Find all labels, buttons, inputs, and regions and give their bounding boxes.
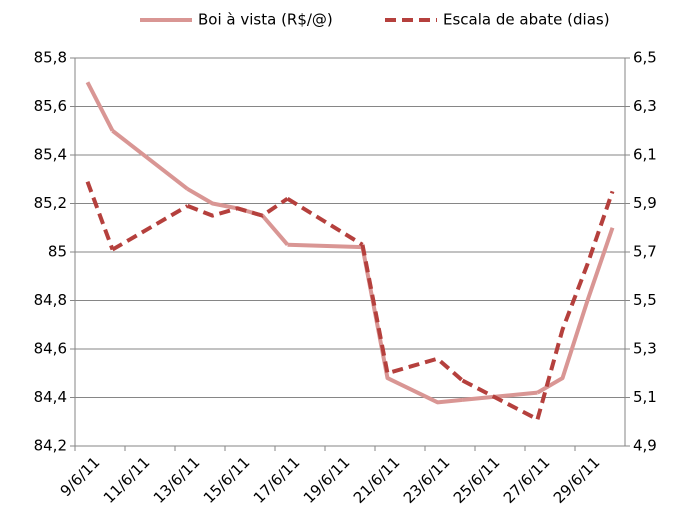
series-line (360, 244, 464, 383)
y-tick-label: 84,8 (34, 291, 67, 309)
x-tick-label: 17/6/11 (250, 453, 304, 507)
y-tick-label: 84,2 (34, 437, 67, 455)
series-line (536, 227, 615, 395)
y-tick-label: 85 (48, 243, 67, 261)
y2-tick-label: 6,5 (633, 49, 657, 67)
x-tick-label: 23/6/11 (400, 453, 454, 507)
series-line (360, 246, 463, 405)
gap-connector (462, 390, 538, 402)
y-tick-label: 85,6 (34, 97, 67, 115)
x-tick-label: 21/6/11 (350, 453, 404, 507)
series-line (186, 187, 290, 247)
series-line (85, 81, 115, 132)
legend-label: Escala de abate (dias) (443, 11, 610, 29)
x-tick-label: 9/6/11 (57, 453, 104, 500)
y2-tick-label: 6,3 (633, 97, 657, 115)
x-tick-label: 29/6/11 (550, 453, 604, 507)
gap-connector (287, 242, 363, 250)
y2-tick-label: 5,9 (633, 194, 657, 212)
series-line (186, 196, 289, 218)
y-tick-label: 85,4 (34, 146, 67, 164)
x-tick-label: 27/6/11 (500, 453, 554, 507)
series-line (85, 180, 115, 251)
y-tick-label: 84,6 (34, 340, 67, 358)
y2-tick-label: 5,5 (633, 291, 657, 309)
legend-label: Boi à vista (R$/@) (198, 11, 333, 29)
y2-tick-label: 6,1 (633, 146, 657, 164)
y2-tick-label: 5,3 (633, 340, 657, 358)
gap-connector (111, 129, 189, 191)
x-tick-label: 25/6/11 (450, 453, 504, 507)
x-tick-label: 15/6/11 (200, 453, 254, 507)
y2-tick-label: 5,1 (633, 388, 657, 406)
x-tick-label: 19/6/11 (300, 453, 354, 507)
y2-tick-label: 4,9 (633, 437, 657, 455)
y-tick-label: 85,8 (34, 49, 67, 67)
y-tick-label: 85,2 (34, 194, 67, 212)
series-line (535, 190, 615, 420)
y2-tick-label: 5,7 (633, 243, 657, 261)
gap-connector (286, 196, 364, 247)
y-tick-label: 84,4 (34, 388, 67, 406)
gap-connector (111, 204, 189, 252)
x-tick-label: 13/6/11 (150, 453, 204, 507)
gap-connector (461, 378, 539, 422)
x-tick-label: 11/6/11 (100, 453, 154, 507)
